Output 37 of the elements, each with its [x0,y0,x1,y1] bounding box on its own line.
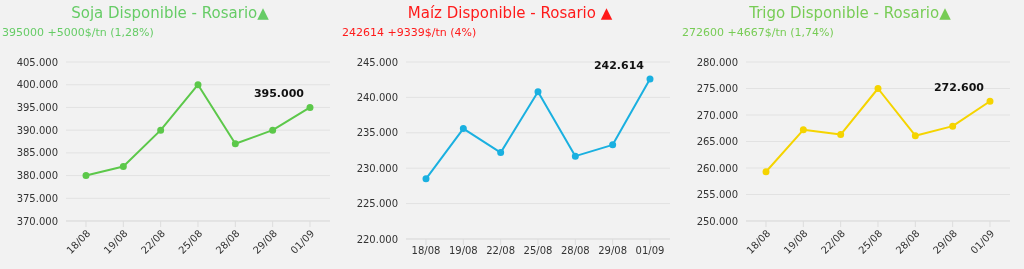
x-tick-label: 28/08 [560,245,590,257]
y-tick-label: 250.000 [696,215,738,227]
y-tick-label: 390.000 [16,124,58,136]
y-tick-label: 230.000 [356,162,398,174]
y-tick-label: 405.000 [16,56,58,68]
y-tick-label: 275.000 [696,83,738,95]
y-tick-label: 270.000 [696,109,738,121]
y-tick-label: 265.000 [696,136,738,148]
y-tick-label: 245.000 [356,56,398,68]
x-tick-label: 25/08 [523,245,553,257]
y-tick-label: 235.000 [356,127,398,139]
y-tick-label: 240.000 [356,91,398,103]
y-tick-label: 260.000 [696,162,738,174]
y-tick-label: 280.000 [696,56,738,68]
chart-title: Maíz Disponible - Rosario ▲ [406,4,614,22]
chart-title: Trigo Disponible - Rosario▲ [748,4,952,22]
x-tick-label: 29/08 [598,245,628,257]
x-tick-label: 19/08 [448,245,478,257]
y-tick-label: 395.000 [16,101,58,113]
y-tick-label: 375.000 [16,192,58,204]
data-label: 242.614 [593,58,645,72]
y-tick-label: 220.000 [356,233,398,245]
y-tick-label: 400.000 [16,79,58,91]
data-label: 272.600 [933,81,985,95]
chart-subtitle: 272600 +4667$/tn (1,74%) [682,26,834,39]
data-label: 395.000 [253,87,305,101]
chart-subtitle: 395000 +5000$/tn (1,28%) [2,26,154,39]
x-tick-label: 22/08 [486,245,516,257]
y-tick-label: 255.000 [696,189,738,201]
chart-title: Soja Disponible - Rosario▲ [70,4,270,22]
chart-subtitle: 242614 +9339$/tn (4%) [342,26,477,39]
x-tick-label: 18/08 [411,245,441,257]
x-tick-label: 01/09 [635,245,665,257]
y-tick-label: 370.000 [16,215,58,227]
y-tick-label: 225.000 [356,198,398,210]
y-tick-label: 380.000 [16,170,58,182]
y-tick-label: 385.000 [16,147,58,159]
